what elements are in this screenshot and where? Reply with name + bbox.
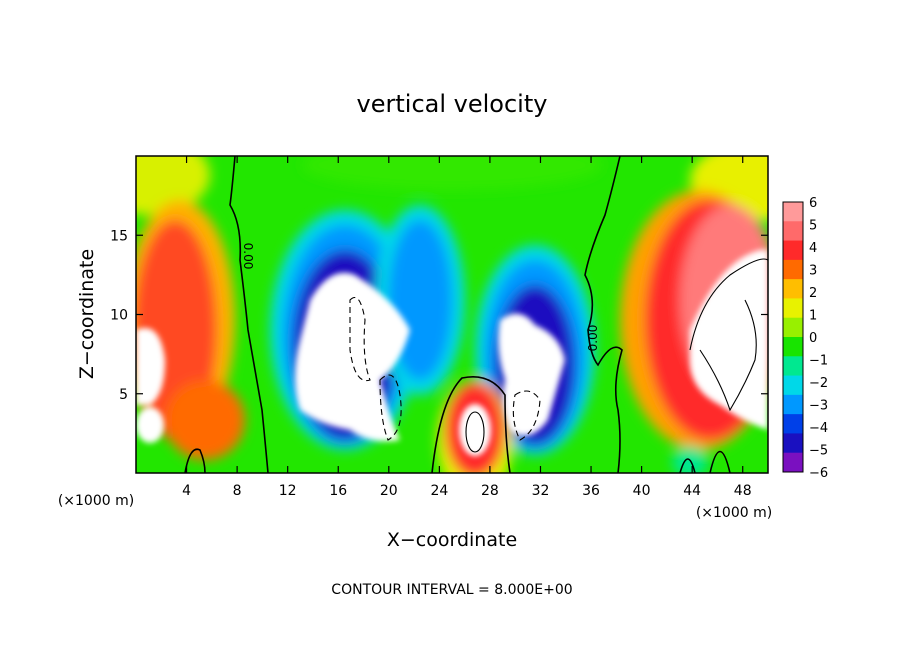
colorbar-tick-label: 6: [809, 196, 817, 211]
colorbar-tick-label: −1: [809, 354, 828, 369]
colorbar-swatch: [783, 452, 803, 473]
x-tick-label: 16: [329, 483, 347, 499]
x-tick-label: 32: [532, 483, 550, 499]
colorbar-tick-label: −2: [809, 376, 828, 391]
y-axis: 5 10 15: [110, 228, 768, 403]
colorbar-tick-label: 3: [809, 264, 817, 279]
x-axis-label: X−coordinate: [387, 529, 517, 551]
colorbar-tick-label: −4: [809, 421, 828, 436]
colorbar-swatch: [783, 240, 803, 261]
updraft-core-contour: [465, 411, 485, 453]
x-tick-label: 28: [481, 483, 499, 499]
colorbar-swatch: [783, 433, 803, 454]
bottom-contour-3: [709, 450, 731, 473]
x-tick-label: 20: [380, 483, 398, 499]
dashed-contour-2: [512, 390, 541, 441]
zero-contour-left: [229, 156, 269, 473]
colorbar-tick-label: 5: [809, 219, 817, 234]
zero-contour-center: [431, 376, 511, 473]
contour-labels: 0.00 0.00: [241, 243, 600, 352]
y-tick-label: 15: [110, 228, 128, 244]
colorbar-tick-label: −3: [809, 399, 828, 414]
colorbar-tick-label: −5: [809, 444, 828, 459]
zero-contour-right-cell: [689, 258, 768, 412]
colorbar-frame: [782, 201, 804, 473]
dashed-contour-3: [379, 374, 402, 441]
contour-lines: [184, 156, 768, 473]
heatmap-field: [136, 156, 768, 473]
colorbar-tick-label: 0: [809, 331, 817, 346]
colorbar-swatch: [783, 414, 803, 434]
x-tick-label: 8: [233, 483, 242, 499]
colorbar-tick-label: 2: [809, 286, 817, 301]
y-tick-label: 5: [119, 387, 128, 403]
x-tick-label: 12: [279, 483, 297, 499]
bottom-contour-2: [679, 458, 696, 473]
x-tick-label: 40: [633, 483, 651, 499]
y-axis-label: Z−coordinate: [76, 249, 98, 379]
colorbar-swatch: [783, 337, 803, 357]
dashed-contour-1: [349, 296, 371, 382]
colorbar-swatch: [783, 259, 803, 280]
colorbar-swatch: [783, 298, 803, 319]
colorbar-tick-label: −6: [809, 466, 828, 481]
x-tick-label: 48: [734, 483, 752, 499]
x-unit-right: (×1000 m): [696, 505, 772, 521]
colorbar-swatch: [783, 375, 803, 396]
colorbar-tick-label: 4: [809, 241, 817, 256]
x-unit-left: (×1000 m): [58, 493, 134, 509]
x-tick-label: 24: [430, 483, 448, 499]
zero-contour-right: [584, 156, 623, 473]
colorbar-tick-label: 1: [809, 309, 817, 324]
colorbar-swatch: [783, 394, 803, 415]
colorbar-swatch: [783, 317, 803, 338]
x-tick-label: 44: [683, 483, 701, 499]
contour-label-right: 0.00: [586, 325, 600, 352]
contour-interval-note: CONTOUR INTERVAL = 8.000E+00: [331, 582, 572, 598]
colorbar-swatch: [783, 202, 803, 222]
colorbar: 6 5 4 3 2 1 0 −1 −2 −3 −4 −5 −6: [782, 196, 828, 481]
x-tick-label: 4: [182, 483, 191, 499]
colorbar-swatch: [783, 279, 803, 299]
bottom-contour-1: [184, 448, 206, 473]
contour-label-left: 0.00: [241, 243, 255, 270]
y-tick-label: 10: [110, 308, 128, 324]
colorbar-swatch: [783, 221, 803, 242]
x-axis: 4 8 12 16 20 24 28 32 36 40 44 48: [182, 156, 752, 499]
x-tick-label: 36: [582, 483, 600, 499]
chart-title: vertical velocity: [357, 90, 548, 118]
colorbar-swatch: [783, 356, 803, 377]
